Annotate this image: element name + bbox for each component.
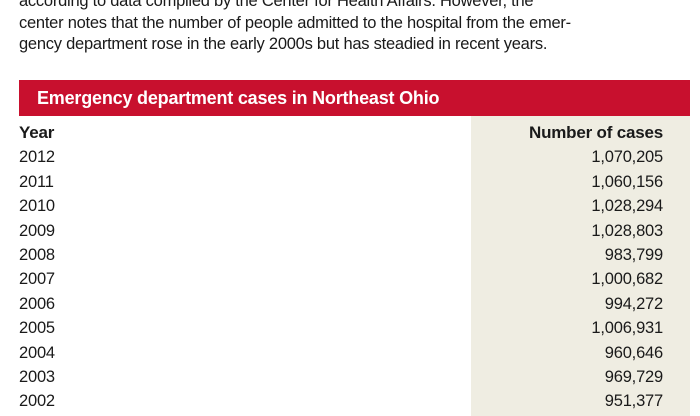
cases-cell: 960,646 xyxy=(604,343,663,362)
year-cell: 2004 xyxy=(19,343,55,362)
cases-cell: 1,000,682 xyxy=(591,270,663,289)
table-row: 2003 969,729 xyxy=(19,365,663,389)
intro-line: according to data compiled by the Center… xyxy=(19,0,534,10)
cases-cell: 1,006,931 xyxy=(591,319,663,338)
year-cell: 2008 xyxy=(19,245,55,264)
year-cell: 2011 xyxy=(19,172,54,191)
table-row: 2010 1,028,294 xyxy=(19,194,663,218)
table-body: 2012 1,070,205 2011 1,060,156 2010 1,028,294 2… xyxy=(19,145,663,413)
cases-cell: 969,729 xyxy=(604,367,663,386)
cases-cell: 1,028,294 xyxy=(591,197,663,216)
table-row: 2008 983,799 xyxy=(19,243,663,267)
cases-cell: 994,272 xyxy=(604,294,663,313)
year-column-header: Year xyxy=(19,123,55,142)
table-title: Emergency department cases in Northeast … xyxy=(37,88,440,108)
cases-cell: 1,028,803 xyxy=(591,221,663,240)
table-row: 2005 1,006,931 xyxy=(19,316,663,340)
cases-cell: 1,070,205 xyxy=(591,148,663,167)
table-row: 2002 951,377 xyxy=(19,389,663,413)
intro-paragraph: according to data compiled by the Center… xyxy=(19,0,684,56)
cases-column-shading xyxy=(471,116,690,416)
table-row: 2011 1,060,156 xyxy=(19,170,663,194)
year-cell: 2010 xyxy=(19,197,55,216)
intro-line: center notes that the number of people a… xyxy=(19,13,571,32)
year-cell: 2009 xyxy=(19,221,55,240)
table-header-row: Year Number of cases xyxy=(19,121,663,145)
table-row: 2004 960,646 xyxy=(19,341,663,365)
cases-cell: 1,060,156 xyxy=(591,172,663,191)
intro-line: gency department rose in the early 2000s… xyxy=(19,35,548,53)
table-row: 2007 1,000,682 xyxy=(19,267,663,291)
table-row: 2006 994,272 xyxy=(19,292,663,316)
cases-column-header: Number of cases xyxy=(529,123,663,142)
cases-cell: 951,377 xyxy=(604,392,663,411)
year-cell: 2006 xyxy=(19,294,55,313)
cases-table: Year Number of cases 2012 1,070,205 2011 1,… xyxy=(19,121,663,414)
year-cell: 2002 xyxy=(19,392,55,411)
year-cell: 2003 xyxy=(19,367,55,386)
year-cell: 2007 xyxy=(19,270,55,289)
table-row: 2012 1,070,205 xyxy=(19,145,663,169)
table-row: 2009 1,028,803 xyxy=(19,219,663,243)
table-title-banner: Emergency department cases in Northeast … xyxy=(19,80,690,116)
cases-cell: 983,799 xyxy=(604,245,663,264)
year-cell: 2012 xyxy=(19,148,55,167)
year-cell: 2005 xyxy=(19,319,55,338)
